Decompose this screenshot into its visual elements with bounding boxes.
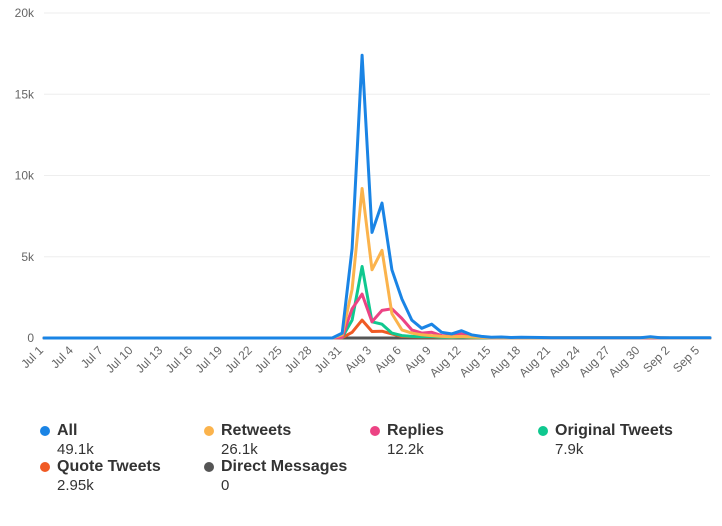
y-tick-label: 20k <box>15 6 35 20</box>
x-tick-label: Sep 2 <box>640 343 672 375</box>
legend-value: 0 <box>221 477 230 494</box>
legend-item-retweets[interactable]: Retweets 26.1k <box>204 422 374 458</box>
legend-value: 12.2k <box>387 441 424 458</box>
x-tick-label: Aug 3 <box>342 343 374 375</box>
x-tick-label: Aug 15 <box>457 343 494 380</box>
x-tick-label: Jul 25 <box>252 343 285 376</box>
legend-item-quote-tweets[interactable]: Quote Tweets 2.95k <box>40 458 210 494</box>
y-tick-label: 15k <box>15 87 35 101</box>
x-tick-label: Aug 6 <box>372 343 404 375</box>
x-tick-label: Jul 4 <box>48 343 76 371</box>
legend: All 49.1k Retweets 26.1k Replies 12.2k O… <box>0 418 722 518</box>
legend-dot-original-tweets <box>538 426 548 436</box>
x-tick-label: Jul 16 <box>163 343 196 376</box>
x-tick-label: Aug 24 <box>546 343 583 380</box>
series-lines <box>42 53 712 340</box>
legend-dot-quote-tweets <box>40 462 50 472</box>
x-tick-label: Sep 5 <box>670 343 702 375</box>
series-line-original-tweets <box>42 265 712 340</box>
x-tick-label: Aug 21 <box>516 343 553 380</box>
x-tick-label: Jul 13 <box>133 343 166 376</box>
legend-value: 7.9k <box>555 441 584 458</box>
legend-name: Quote Tweets <box>57 458 161 475</box>
legend-dot-replies <box>370 426 380 436</box>
x-tick-label: Aug 27 <box>576 343 613 380</box>
legend-name: Retweets <box>221 422 292 439</box>
x-tick-label: Jul 7 <box>78 343 106 371</box>
x-tick-label: Aug 30 <box>606 343 643 380</box>
legend-dot-all <box>40 426 50 436</box>
legend-dot-retweets <box>204 426 214 436</box>
legend-name: Replies <box>387 422 444 439</box>
x-tick-label: Jul 1 <box>18 343 46 371</box>
legend-item-all[interactable]: All 49.1k <box>40 422 210 458</box>
legend-value: 49.1k <box>57 441 94 458</box>
x-tick-label: Jul 31 <box>312 343 345 376</box>
x-tick-label: Jul 22 <box>222 343 255 376</box>
legend-value: 26.1k <box>221 441 258 458</box>
legend-name: Direct Messages <box>221 458 348 475</box>
series-line-all <box>42 53 712 340</box>
y-tick-label: 0 <box>27 331 34 345</box>
legend-item-direct-messages[interactable]: Direct Messages 0 <box>204 458 394 494</box>
legend-item-replies[interactable]: Replies 12.2k <box>370 422 540 458</box>
legend-item-original-tweets[interactable]: Original Tweets 7.9k <box>538 422 718 458</box>
x-tick-label: Aug 12 <box>427 343 464 380</box>
x-tick-label: Jul 10 <box>103 343 136 376</box>
y-tick-label: 5k <box>21 250 35 264</box>
legend-dot-direct-messages <box>204 462 214 472</box>
grid-lines <box>44 12 710 339</box>
y-axis-ticks: 0 5k 10k 15k 20k <box>15 6 35 345</box>
legend-name: All <box>57 422 78 439</box>
legend-name: Original Tweets <box>555 422 673 439</box>
x-tick-label: Jul 28 <box>282 343 315 376</box>
x-tick-label: Jul 19 <box>192 343 225 376</box>
x-tick-label: Aug 18 <box>486 343 523 380</box>
y-tick-label: 10k <box>15 169 35 183</box>
legend-value: 2.95k <box>57 477 94 494</box>
